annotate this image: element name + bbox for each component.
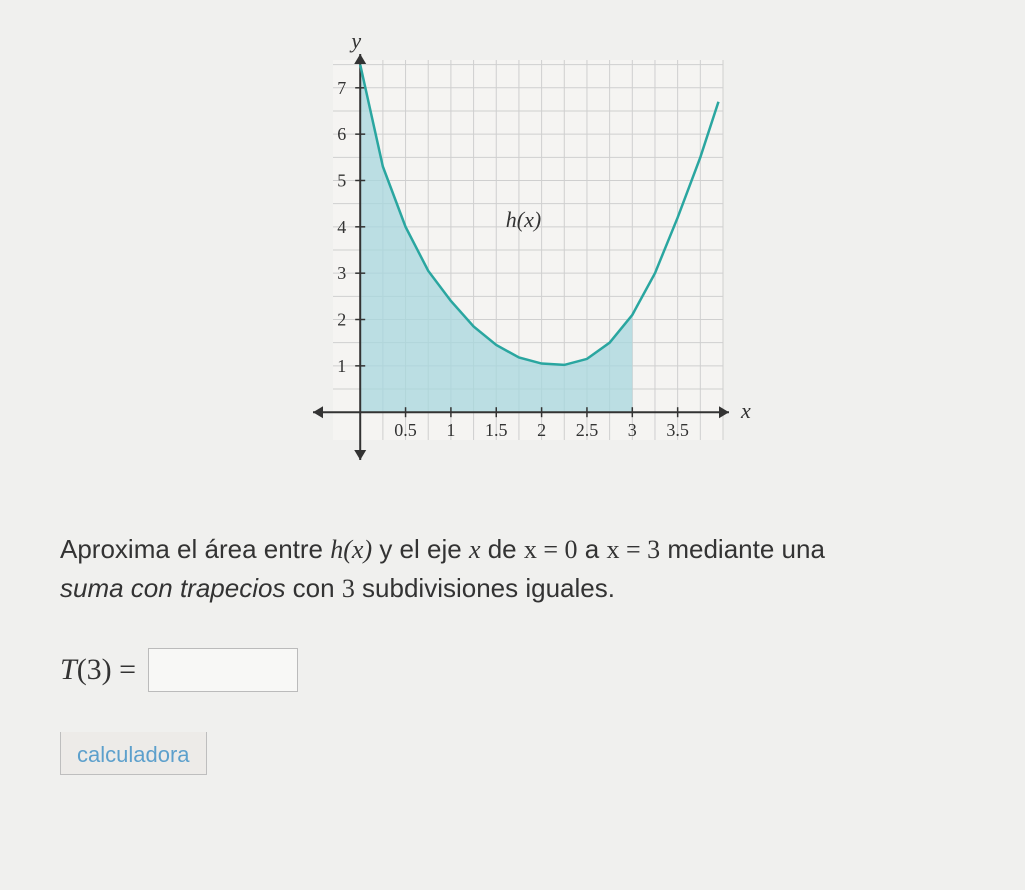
three: 3 xyxy=(342,574,355,603)
text: de xyxy=(480,534,523,564)
text: con xyxy=(285,573,341,603)
svg-text:2: 2 xyxy=(537,420,546,440)
text: mediante una xyxy=(660,534,825,564)
text: subdivisiones iguales. xyxy=(355,573,615,603)
problem-text: Aproxima el área entre h(x) y el eje x d… xyxy=(60,530,965,608)
svg-text:1: 1 xyxy=(446,420,455,440)
answer-input[interactable] xyxy=(148,648,298,692)
svg-text:h(x): h(x) xyxy=(505,207,540,232)
svg-text:7: 7 xyxy=(337,78,346,98)
svg-text:3.5: 3.5 xyxy=(666,420,689,440)
svg-text:5: 5 xyxy=(337,170,346,190)
function-chart: 0.5 1 1.5 2 2.5 3 3.5 1 2 3 4 5 6 7 y x h(x) xyxy=(273,30,753,490)
equals: = xyxy=(112,653,136,686)
text: Aproxima el área entre xyxy=(60,534,330,564)
answer-label: T(3) = xyxy=(60,653,136,687)
svg-text:x: x xyxy=(740,398,751,423)
eq-x3: x = 3 xyxy=(606,535,660,564)
calculator-label: calculadora xyxy=(77,742,190,767)
trapezoid-emph: suma con trapecios xyxy=(60,573,285,603)
svg-text:0.5: 0.5 xyxy=(394,420,417,440)
svg-text:1.5: 1.5 xyxy=(485,420,508,440)
T-var: T xyxy=(60,653,77,686)
T-arg: (3) xyxy=(77,653,112,686)
chart-container: 0.5 1 1.5 2 2.5 3 3.5 1 2 3 4 5 6 7 y x h(x) xyxy=(60,30,965,490)
svg-text:4: 4 xyxy=(337,217,346,237)
svg-text:2: 2 xyxy=(337,310,346,330)
text: y el eje xyxy=(372,534,469,564)
h-of-x: h(x) xyxy=(330,535,372,564)
calculator-button[interactable]: calculadora xyxy=(60,732,207,775)
x-var: x xyxy=(469,535,481,564)
answer-row: T(3) = xyxy=(60,648,965,692)
svg-text:1: 1 xyxy=(337,356,346,376)
svg-text:2.5: 2.5 xyxy=(575,420,598,440)
text: a xyxy=(578,534,607,564)
svg-text:3: 3 xyxy=(627,420,636,440)
svg-text:y: y xyxy=(349,30,361,53)
eq-x0: x = 0 xyxy=(524,535,578,564)
svg-text:6: 6 xyxy=(337,124,346,144)
svg-text:3: 3 xyxy=(337,263,346,283)
